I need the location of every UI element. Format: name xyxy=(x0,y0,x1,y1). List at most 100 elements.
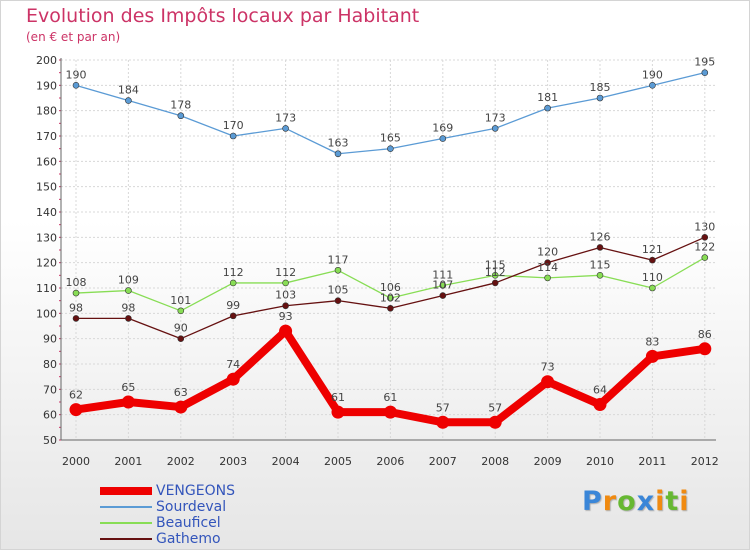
logo-letter: t xyxy=(665,486,680,517)
data-point xyxy=(282,302,289,310)
legend-label: VENGEONS xyxy=(156,483,235,499)
data-point xyxy=(125,287,132,294)
data-point xyxy=(226,372,240,386)
data-point xyxy=(596,272,604,279)
data-label: 122 xyxy=(694,241,715,254)
legend-swatch xyxy=(100,487,152,495)
legend-label: Sourdeval xyxy=(156,499,227,515)
legend-item-gathemo: Gathemo xyxy=(100,531,360,547)
data-label: 57 xyxy=(436,401,450,414)
logo-letter: i xyxy=(655,486,666,517)
data-label: 115 xyxy=(485,258,506,271)
data-label: 99 xyxy=(226,299,240,312)
data-point xyxy=(174,400,188,414)
data-label: 130 xyxy=(694,220,715,233)
data-label: 184 xyxy=(118,84,139,97)
data-label: 90 xyxy=(174,322,188,335)
y-tick-label: 110 xyxy=(36,282,57,295)
data-label: 190 xyxy=(642,68,663,81)
y-tick-label: 80 xyxy=(43,358,57,371)
y-tick-label: 50 xyxy=(43,434,57,447)
data-label: 114 xyxy=(537,261,558,274)
chart-title: Evolution des Impôts locaux par Habitant xyxy=(26,5,420,27)
data-point xyxy=(177,335,185,342)
proxiti-logo: Proxiti xyxy=(582,486,690,517)
data-point xyxy=(387,145,394,152)
y-tick-label: 120 xyxy=(36,257,57,270)
data-point xyxy=(701,69,709,76)
data-point xyxy=(544,259,551,266)
data-label: 102 xyxy=(380,291,401,304)
y-tick-label: 70 xyxy=(43,383,57,396)
logo-letter: P xyxy=(582,486,603,517)
data-point xyxy=(649,82,656,89)
data-label: 108 xyxy=(66,276,87,289)
y-tick-label: 140 xyxy=(36,206,57,219)
data-label: 110 xyxy=(642,271,663,284)
grid-lines xyxy=(61,59,716,441)
data-point xyxy=(72,82,80,89)
data-label: 106 xyxy=(380,281,401,294)
legend-swatch xyxy=(100,522,152,524)
logo-letter: o xyxy=(617,486,637,517)
data-point xyxy=(596,244,604,251)
data-label: 163 xyxy=(328,137,349,150)
data-label: 121 xyxy=(642,243,663,256)
x-tick-label: 2000 xyxy=(62,455,90,468)
data-label: 112 xyxy=(223,266,244,279)
data-label: 185 xyxy=(590,81,611,94)
data-label: 173 xyxy=(485,111,506,124)
data-point xyxy=(334,150,342,158)
data-point xyxy=(383,405,397,419)
data-label: 57 xyxy=(488,401,502,414)
legend-swatch xyxy=(100,506,152,508)
data-point xyxy=(541,375,555,389)
data-point xyxy=(439,135,447,142)
data-label: 63 xyxy=(174,386,188,399)
data-point xyxy=(701,234,709,241)
y-tick-label: 90 xyxy=(43,333,57,346)
data-label: 74 xyxy=(226,358,240,371)
data-point xyxy=(121,395,135,409)
data-point xyxy=(69,403,83,417)
data-label: 107 xyxy=(432,279,453,292)
axes: 50 60 70 80 90 100 110 120 130 140 150 160 170 180 190… xyxy=(36,54,719,468)
legend: VENGEONS Sourdeval Beauficel Gathemo xyxy=(100,483,360,547)
x-tick-label: 2006 xyxy=(376,455,404,468)
data-label: 111 xyxy=(432,268,453,281)
data-point xyxy=(229,279,237,287)
x-tick-label: 2009 xyxy=(534,455,562,468)
data-label: 115 xyxy=(590,258,611,271)
data-point xyxy=(698,342,712,356)
data-label: 112 xyxy=(275,266,296,279)
y-tick-label: 100 xyxy=(36,307,57,320)
data-point xyxy=(279,324,293,338)
data-label: 120 xyxy=(537,246,558,259)
logo-letter: r xyxy=(602,486,618,517)
data-point xyxy=(72,289,80,297)
data-point xyxy=(125,315,132,322)
y-tick-label: 170 xyxy=(36,130,57,143)
data-label: 173 xyxy=(275,111,296,124)
data-point xyxy=(177,112,185,120)
data-point xyxy=(491,125,499,132)
legend-item-vengeons: VENGEONS xyxy=(100,483,360,499)
data-label: 165 xyxy=(380,132,401,145)
y-tick-label: 130 xyxy=(36,231,57,244)
x-tick-label: 2003 xyxy=(219,455,247,468)
x-tick-label: 2007 xyxy=(429,455,457,468)
data-label: 64 xyxy=(593,384,607,397)
data-label: 112 xyxy=(485,266,506,279)
data-point xyxy=(544,274,551,282)
line-chart: 50 60 70 80 90 100 110 120 130 140 150 160 170 180 190… xyxy=(36,54,719,468)
data-point xyxy=(544,104,551,112)
data-point xyxy=(229,312,237,320)
data-label: 178 xyxy=(170,99,191,112)
y-tick-label: 200 xyxy=(36,54,57,67)
data-point xyxy=(387,304,394,312)
logo-letter: x xyxy=(636,486,656,517)
data-label: 61 xyxy=(383,391,397,404)
data-label: 62 xyxy=(69,389,83,402)
data-point xyxy=(649,256,656,264)
data-point xyxy=(436,415,450,429)
